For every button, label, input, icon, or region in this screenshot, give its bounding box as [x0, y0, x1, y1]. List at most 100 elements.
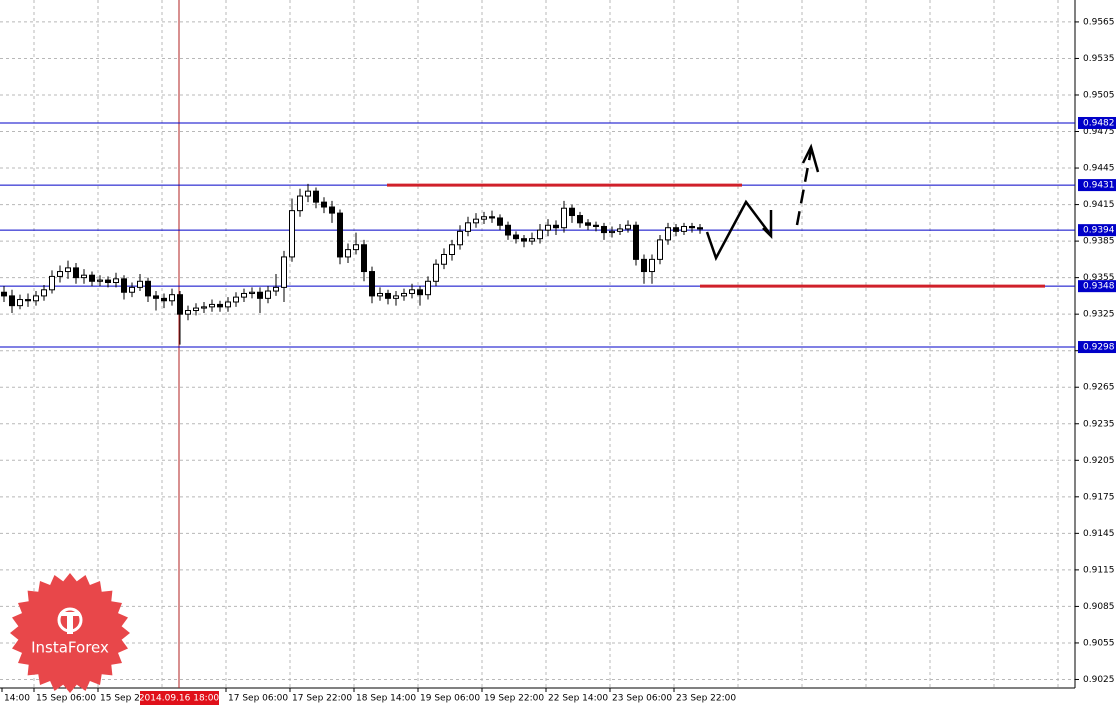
candle-body — [569, 207, 575, 217]
candle — [545, 219, 551, 237]
candle-body — [89, 274, 95, 282]
candle — [249, 287, 255, 299]
y-tick-label: 0.9445 — [1083, 164, 1115, 174]
candle — [649, 254, 655, 284]
candle-body — [321, 201, 327, 208]
candle — [433, 259, 439, 287]
candle-body — [225, 301, 231, 308]
candle-body — [25, 299, 31, 302]
candle-body — [17, 299, 23, 307]
candle — [65, 260, 71, 279]
candle — [409, 283, 415, 299]
candle-body — [153, 295, 159, 299]
candle — [233, 292, 239, 307]
candle — [297, 188, 303, 217]
candle — [313, 187, 319, 209]
candle — [361, 239, 367, 282]
candle-body — [417, 289, 423, 296]
candle — [273, 273, 279, 296]
level-label-bg — [1078, 116, 1116, 129]
y-tick-label: 0.9115 — [1083, 565, 1115, 575]
candle-body — [337, 212, 343, 258]
candle — [457, 225, 463, 250]
candle-body — [49, 275, 55, 291]
candle — [329, 200, 335, 223]
x-tick-label: 15 Sep 06:00 — [36, 694, 96, 704]
candle — [1, 286, 7, 302]
candle — [241, 288, 247, 302]
candle-body — [265, 290, 271, 299]
logo-text: InstaForex — [31, 639, 109, 657]
candle-body — [425, 280, 431, 296]
forecast-arrows — [705, 143, 820, 262]
candle — [401, 288, 407, 301]
candle-body — [457, 230, 463, 246]
candle — [305, 183, 311, 203]
logo: InstaForex — [10, 573, 130, 693]
candle-body — [401, 292, 407, 297]
candle-body — [129, 286, 135, 293]
candle-body — [505, 224, 511, 236]
y-tick-label: 0.9565 — [1083, 17, 1115, 27]
candle-body — [73, 267, 79, 279]
candle-body — [273, 286, 279, 292]
candle-body — [433, 263, 439, 282]
logo-icon — [57, 607, 83, 634]
y-tick-label: 0.9055 — [1083, 638, 1115, 648]
candle-body — [673, 227, 679, 232]
x-tick-label: 19 Sep 22:00 — [484, 694, 544, 704]
candle-body — [537, 229, 543, 240]
candle — [161, 293, 167, 309]
candle-body — [369, 271, 375, 297]
candle-body — [489, 216, 495, 219]
candle — [193, 303, 199, 316]
candle-body — [185, 310, 191, 315]
candle — [561, 200, 567, 233]
candle-body — [297, 195, 303, 212]
candle-body — [209, 303, 215, 308]
candle-body — [289, 210, 295, 258]
candle — [505, 221, 511, 240]
candle — [537, 224, 543, 244]
candle-body — [97, 279, 103, 282]
candle-body — [121, 278, 127, 293]
candle — [257, 287, 263, 313]
candle-body — [481, 216, 487, 220]
candle — [697, 224, 703, 234]
candle — [153, 291, 159, 311]
candle-body — [617, 228, 623, 232]
candle-body — [249, 291, 255, 294]
level-label: 0.9394 — [1083, 226, 1115, 236]
candle — [593, 221, 599, 232]
candle-body — [593, 224, 599, 227]
candle — [609, 226, 615, 238]
candle — [105, 276, 111, 288]
candle-body — [65, 267, 71, 273]
candle — [625, 220, 631, 233]
marker-label-bg — [140, 691, 219, 705]
candle-body — [193, 307, 199, 312]
y-tick-label: 0.9025 — [1083, 675, 1115, 685]
candle — [89, 271, 95, 287]
forecast-arrowhead — [801, 143, 820, 173]
candle — [473, 213, 479, 228]
candle-body — [449, 244, 455, 255]
candle-body — [513, 234, 519, 240]
candle — [553, 220, 559, 236]
candle — [337, 209, 343, 265]
candle-body — [9, 295, 15, 307]
candle — [201, 301, 207, 313]
candle — [529, 232, 535, 245]
candle-body — [545, 224, 551, 231]
candle — [97, 275, 103, 287]
candle-body — [497, 217, 503, 226]
y-tick-label: 0.9265 — [1083, 383, 1115, 393]
candle — [185, 305, 191, 321]
candle-body — [521, 238, 527, 242]
candle — [369, 266, 375, 304]
candle-body — [561, 207, 567, 229]
candle — [113, 272, 119, 288]
y-tick-label: 0.9415 — [1083, 200, 1115, 210]
candle-body — [345, 249, 351, 258]
y-tick-label: 0.9325 — [1083, 310, 1115, 320]
